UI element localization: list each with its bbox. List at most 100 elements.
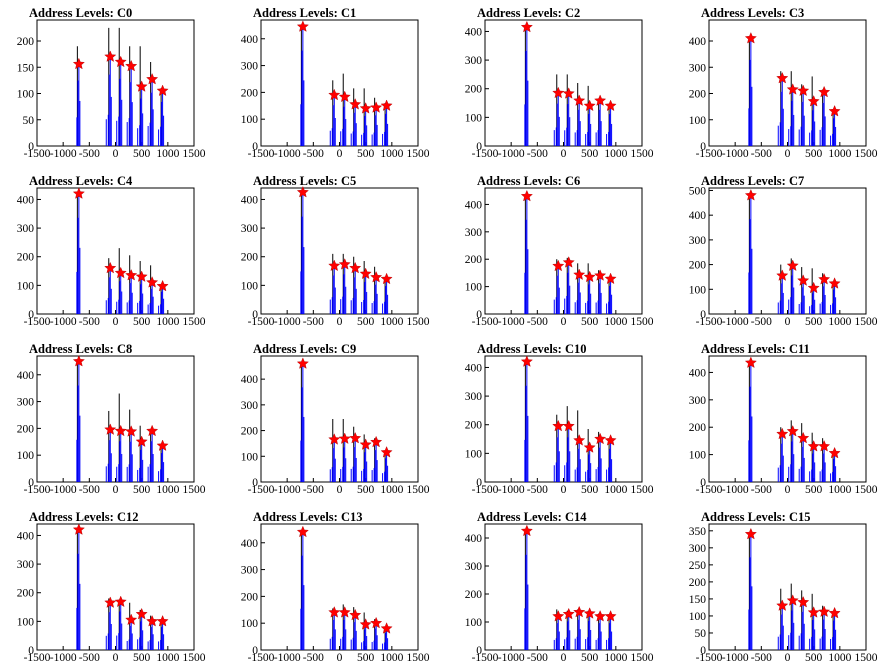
y-tick-label: 0: [476, 309, 482, 321]
peak-star-marker: [552, 419, 565, 432]
histogram-peak: [798, 267, 805, 314]
histogram-peak: [524, 529, 529, 650]
y-tick-label: 400: [689, 36, 707, 48]
chart-title: Address Levels: C5: [253, 174, 356, 188]
peak-star-marker: [370, 616, 383, 629]
peak-star-marker: [594, 432, 607, 445]
peak-star-marker: [328, 606, 341, 618]
y-tick-label: 100: [465, 617, 483, 629]
histogram-peak: [350, 88, 357, 146]
chart-panel-12: Address Levels: C12 0 100 200 300 400 -1500 -10…: [17, 510, 206, 664]
x-tick-label: 500: [581, 652, 599, 664]
peak-star-marker: [359, 438, 372, 450]
chart-title: Address Levels: C6: [477, 174, 580, 188]
peak-star-marker: [797, 431, 810, 444]
x-tick-label: 500: [357, 484, 375, 496]
histogram-peak: [76, 528, 81, 650]
y-tick-label: 200: [17, 588, 35, 600]
histogram-peak: [595, 98, 602, 146]
x-tick-label: -500: [303, 148, 324, 160]
chart-panel-15: Address Levels: C15 0 50 100 150 200 250 300 350…: [689, 510, 878, 664]
x-tick-label: -1500: [24, 484, 51, 496]
chart-panel-2: Address Levels: C2 0 100 200 300 400 -1500 -100…: [465, 6, 654, 160]
peak-star-marker: [744, 527, 757, 540]
histogram-peak: [126, 255, 133, 314]
x-tick-label: 1500: [855, 148, 878, 160]
histogram-peak: [116, 393, 123, 482]
histogram-peak: [585, 263, 592, 314]
chart-title: Address Levels: C11: [701, 342, 810, 356]
histogram-peak: [809, 593, 816, 650]
histogram-peak: [137, 46, 144, 146]
x-tick-label: 1500: [183, 484, 206, 496]
histogram-peak: [830, 451, 837, 482]
histogram-peak: [524, 194, 529, 314]
y-tick-label: 200: [241, 87, 259, 99]
chart-title: Address Levels: C13: [253, 510, 363, 524]
peak-star-marker: [573, 434, 586, 446]
peak-star-marker: [114, 266, 127, 279]
chart-title: Address Levels: C3: [701, 6, 804, 20]
y-tick-label: 0: [700, 141, 706, 153]
histogram-peak: [809, 76, 816, 146]
histogram-peak: [788, 71, 795, 146]
histogram-peak: [564, 74, 571, 146]
peak-star-marker: [296, 525, 309, 538]
x-tick-label: 500: [133, 484, 151, 496]
histogram-peak: [524, 25, 529, 146]
histogram-peak: [585, 429, 592, 482]
y-tick-label: 100: [465, 448, 483, 460]
peak-star-marker: [72, 57, 85, 70]
x-tick-label: 0: [785, 484, 791, 496]
histogram-peak: [788, 583, 795, 650]
x-tick-label: 500: [133, 652, 151, 664]
x-tick-label: 0: [561, 484, 567, 496]
y-tick-label: 300: [17, 559, 35, 571]
peak-star-marker: [338, 90, 351, 103]
histogram-peak: [371, 619, 378, 650]
y-tick-label: 100: [689, 611, 707, 623]
y-tick-label: 200: [465, 589, 483, 601]
x-tick-label: 0: [561, 148, 567, 160]
peak-star-marker: [72, 523, 85, 535]
peak-star-marker: [135, 270, 148, 282]
peak-star-marker: [135, 80, 148, 92]
x-tick-label: -1500: [24, 316, 51, 328]
peak-star-marker: [125, 613, 138, 626]
x-tick-label: -500: [79, 652, 100, 664]
x-tick-label: 1000: [604, 316, 627, 328]
peak-star-marker: [104, 596, 117, 608]
plot-frame: [708, 523, 867, 651]
x-tick-label: -500: [79, 148, 100, 160]
y-tick-label: 400: [465, 199, 483, 211]
y-tick-label: 300: [465, 55, 483, 67]
chart-panel-13: Address Levels: C13 0 100 200 300 400 -1500 -10…: [241, 510, 430, 664]
histogram-peak: [819, 605, 826, 650]
x-tick-label: -500: [751, 148, 772, 160]
peak-star-marker: [349, 608, 362, 621]
x-tick-label: -1000: [274, 484, 301, 496]
y-tick-label: 100: [689, 450, 707, 462]
peak-star-marker: [156, 615, 169, 627]
peak-star-marker: [552, 259, 565, 272]
peak-star-marker: [818, 605, 831, 617]
chart-title: Address Levels: C1: [253, 6, 356, 20]
histogram-peak: [382, 451, 389, 482]
y-tick-label: 400: [241, 194, 259, 206]
peak-star-marker: [573, 268, 586, 280]
plot-frame: [484, 355, 643, 483]
y-tick-label: 150: [17, 62, 35, 74]
histogram-peak: [830, 611, 837, 650]
y-tick-label: 400: [17, 194, 35, 206]
x-tick-label: -1000: [498, 652, 525, 664]
x-tick-label: 1000: [156, 652, 179, 664]
histogram-peak: [137, 425, 144, 482]
peak-star-marker: [380, 622, 393, 634]
y-tick-label: 0: [700, 477, 706, 489]
histogram-peak: [147, 62, 154, 146]
histogram-peak: [830, 283, 837, 314]
x-tick-label: 0: [337, 652, 343, 664]
x-tick-label: 1500: [407, 316, 430, 328]
peak-star-marker: [562, 607, 575, 620]
x-tick-label: 0: [113, 316, 119, 328]
